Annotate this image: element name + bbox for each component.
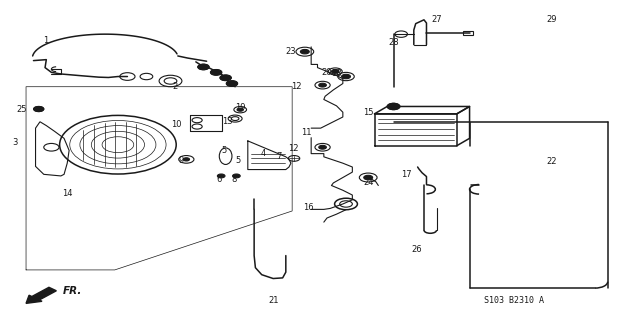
Text: 7: 7	[277, 152, 282, 161]
Text: 16: 16	[303, 203, 313, 212]
Text: 8: 8	[231, 175, 237, 184]
Circle shape	[232, 174, 240, 178]
Bar	[463, 31, 472, 35]
Text: 13: 13	[222, 117, 233, 126]
Text: 20: 20	[322, 68, 332, 77]
Circle shape	[387, 103, 400, 110]
Circle shape	[342, 74, 351, 79]
Circle shape	[197, 64, 209, 70]
Text: 9: 9	[178, 156, 184, 164]
FancyArrow shape	[26, 287, 57, 303]
Text: 28: 28	[388, 38, 399, 47]
Circle shape	[226, 81, 237, 86]
Text: 11: 11	[300, 128, 311, 137]
Text: 27: 27	[431, 15, 442, 24]
Text: 29: 29	[547, 15, 557, 24]
Text: 14: 14	[62, 189, 72, 198]
Text: 3: 3	[12, 138, 18, 147]
Text: 4: 4	[261, 149, 266, 158]
Text: 19: 19	[235, 103, 246, 112]
Text: 21: 21	[268, 296, 278, 305]
Circle shape	[217, 174, 225, 178]
Circle shape	[331, 69, 339, 73]
Text: 6: 6	[217, 175, 222, 184]
Text: 18: 18	[331, 69, 342, 78]
Text: 17: 17	[401, 170, 411, 179]
Circle shape	[319, 145, 326, 149]
Text: 24: 24	[363, 178, 373, 187]
Text: 15: 15	[363, 108, 373, 117]
Text: FR.: FR.	[63, 286, 82, 296]
Text: 25: 25	[16, 105, 27, 114]
Circle shape	[183, 158, 189, 161]
Text: 12: 12	[291, 82, 302, 91]
Text: 1: 1	[43, 36, 48, 45]
Circle shape	[34, 107, 44, 112]
Circle shape	[237, 108, 243, 111]
Text: S103 B2310 A: S103 B2310 A	[484, 296, 544, 305]
Circle shape	[300, 50, 309, 54]
Text: 22: 22	[547, 157, 557, 166]
Text: 2: 2	[172, 82, 178, 91]
Circle shape	[364, 175, 373, 180]
Text: 23: 23	[286, 47, 296, 56]
Text: 12: 12	[288, 144, 298, 153]
Text: 10: 10	[171, 120, 181, 130]
Circle shape	[220, 75, 231, 81]
Text: 5: 5	[222, 146, 227, 155]
Text: 26: 26	[411, 245, 422, 254]
Circle shape	[319, 83, 326, 87]
Text: 5: 5	[236, 156, 241, 164]
Circle shape	[210, 69, 222, 75]
